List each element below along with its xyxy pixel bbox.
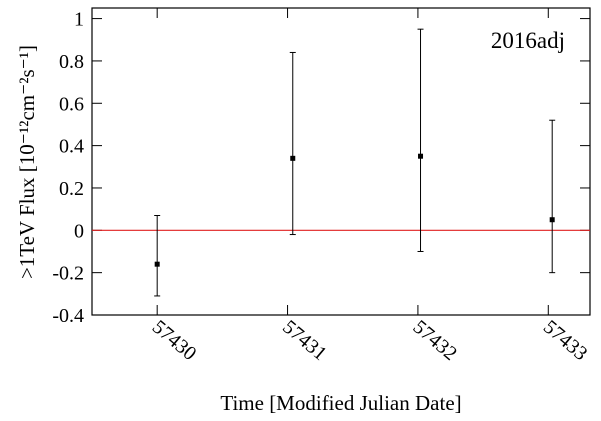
point: [549, 217, 555, 223]
point: [418, 153, 424, 159]
annotation: 2016adj: [491, 28, 565, 53]
plot-frame: [91, 7, 591, 316]
y-tick-label: 0.4: [59, 136, 84, 158]
y-tick-label: 0.6: [59, 93, 84, 115]
x-tick-label: 57430: [148, 316, 200, 365]
x-tick-label: 57433: [539, 316, 591, 365]
x-axis-label: Time [Modified Julian Date]: [220, 391, 461, 415]
y-tick-label: 0.8: [59, 51, 84, 73]
x-tick-label: 57431: [278, 316, 330, 365]
point: [154, 261, 160, 267]
y-tick-label: -0.4: [52, 305, 84, 327]
x-tick-label: 57432: [409, 316, 461, 365]
y-axis-label: >1TeV Flux [10⁻¹²cm⁻²s⁻¹]: [15, 45, 39, 279]
point: [290, 155, 296, 161]
y-tick-label: 0.2: [59, 178, 84, 200]
y-tick-label: 1: [74, 9, 84, 31]
y-tick-label: -0.2: [52, 263, 84, 285]
y-tick-label: 0: [74, 220, 84, 242]
